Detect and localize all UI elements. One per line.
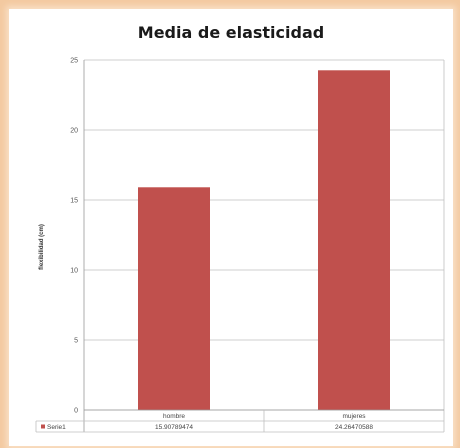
x-category-label: mujeres	[342, 413, 366, 420]
y-tick-label: 10	[70, 268, 78, 275]
y-tick-label: 25	[70, 58, 78, 65]
x-category-label: hombre	[163, 413, 185, 420]
y-tick-label: 0	[74, 408, 78, 415]
y-tick-label: 20	[70, 128, 78, 135]
bar-hombre	[138, 187, 210, 410]
legend-label: Serie1	[47, 424, 66, 431]
y-tick-label: 15	[70, 198, 78, 205]
table-value: 24.26470588	[335, 424, 373, 431]
legend-swatch	[41, 424, 45, 429]
bar-mujeres	[318, 70, 390, 410]
chart-title: Media de elasticidad	[137, 23, 325, 42]
table-value: 15.90789474	[155, 424, 193, 431]
y-tick-label: 5	[74, 338, 78, 345]
